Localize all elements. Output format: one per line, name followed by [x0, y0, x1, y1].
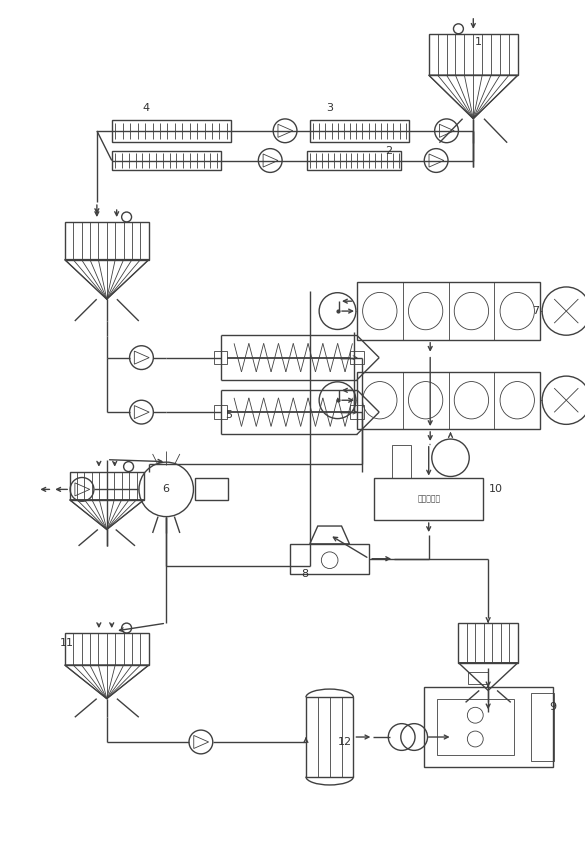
Text: 5: 5: [225, 410, 232, 420]
Text: 粉末冷却器: 粉末冷却器: [417, 495, 440, 503]
Text: 8: 8: [301, 569, 309, 578]
Text: 3: 3: [326, 103, 333, 113]
Text: 2: 2: [386, 146, 393, 155]
Text: 11: 11: [60, 638, 74, 648]
Text: 4: 4: [143, 103, 150, 113]
Text: 10: 10: [489, 485, 503, 494]
Text: 6: 6: [163, 485, 170, 494]
Text: 12: 12: [338, 737, 352, 747]
Text: 9: 9: [549, 702, 556, 712]
Text: 7: 7: [532, 306, 539, 316]
Text: 1: 1: [475, 37, 482, 47]
